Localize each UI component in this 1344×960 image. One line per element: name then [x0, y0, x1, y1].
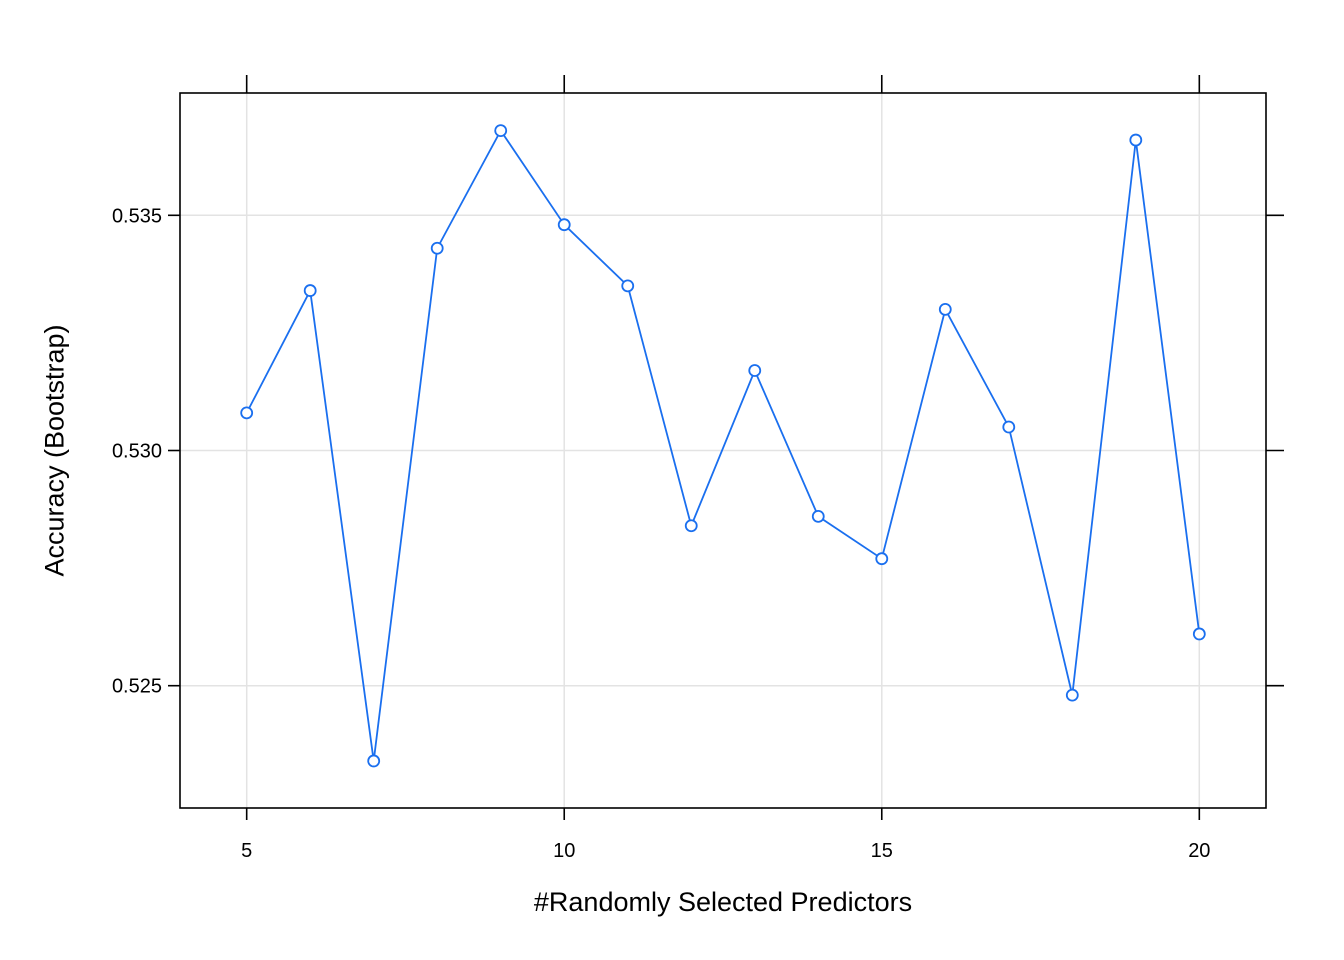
data-point [621, 279, 635, 293]
data-point [494, 124, 508, 138]
series-line [245, 128, 1201, 762]
series-layer [240, 124, 1206, 768]
y-tick-label: 0.525 [112, 676, 162, 698]
x-tick-label: 20 [1188, 840, 1210, 862]
data-point [938, 302, 952, 316]
data-point [367, 754, 381, 768]
data-point [875, 552, 889, 566]
data-point [748, 364, 762, 377]
data-point [1192, 627, 1206, 641]
x-tick-label: 10 [553, 840, 575, 862]
x-tick-label: 15 [871, 840, 893, 862]
data-point [684, 519, 698, 533]
data-point [430, 241, 444, 255]
data-point [1065, 688, 1079, 702]
data-point [303, 284, 317, 297]
data-point [1002, 420, 1016, 434]
axes [168, 75, 1284, 820]
tick-labels: 5 10 15 20 0.525 0.530 0.535 [112, 205, 1211, 862]
y-axis-title: Accuracy (Bootstrap) [39, 324, 69, 576]
x-axis-title: #Randomly Selected Predictors [534, 887, 912, 917]
data-point [240, 406, 254, 420]
data-point [557, 218, 571, 232]
x-tick-label: 5 [241, 840, 252, 862]
data-point [811, 509, 825, 523]
data-point [1129, 133, 1143, 147]
y-tick-label: 0.535 [112, 205, 162, 227]
y-tick-label: 0.530 [112, 441, 162, 463]
